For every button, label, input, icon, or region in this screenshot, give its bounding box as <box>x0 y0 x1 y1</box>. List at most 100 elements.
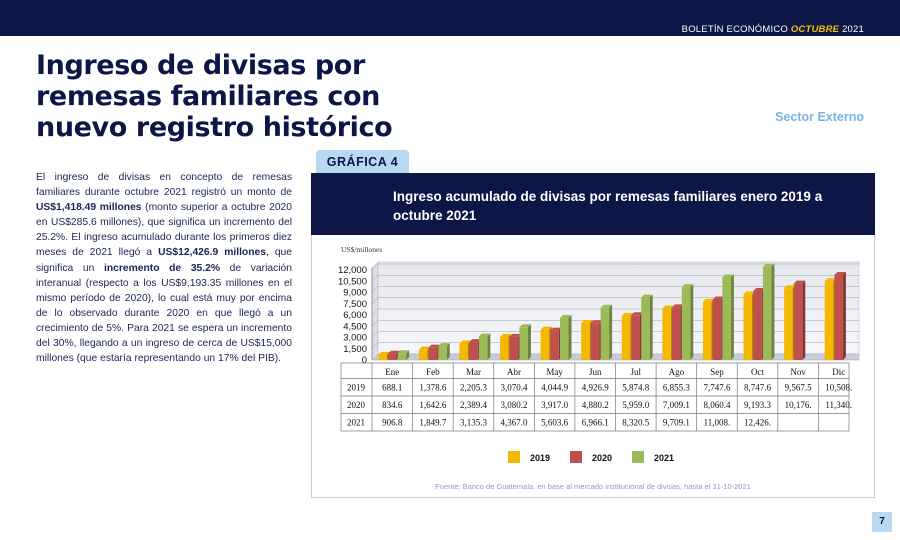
top-banner: BOLETÍN ECONÓMICO OCTUBRE 2021 <box>0 0 900 36</box>
data-label: 1,378.6 <box>419 383 447 393</box>
data-label: 906.8 <box>382 418 403 428</box>
bar-side <box>527 324 531 360</box>
data-label: 5,603.6 <box>541 418 569 428</box>
gridline-diag <box>371 342 379 349</box>
bar-top <box>702 298 715 302</box>
data-label: 3,135.3 <box>460 418 488 428</box>
x-tick-label: Feb <box>426 367 440 377</box>
data-label: 3,080.2 <box>501 400 528 410</box>
page-title: Ingreso de divisas por remesas familiare… <box>36 50 393 143</box>
y-tick-label: 9,000 <box>343 288 367 299</box>
bar-top <box>478 333 491 337</box>
bar-top <box>621 312 634 316</box>
data-label: 3,917.0 <box>541 400 569 410</box>
gridline-diag <box>371 320 379 327</box>
bar-top <box>540 326 553 330</box>
bar-top <box>722 274 734 278</box>
bar-top <box>784 285 796 289</box>
bar-2020-Jun <box>590 323 600 360</box>
bar-2021-Jul <box>641 297 650 360</box>
bar-top <box>600 304 613 308</box>
chart-source: Fuente: Banco de Guatemala, en base al m… <box>435 482 751 491</box>
x-tick-label: Ago <box>669 367 685 377</box>
bar-2019-Ene <box>378 354 387 360</box>
data-label: 4,926.9 <box>582 383 610 393</box>
gridline-diag <box>371 297 379 304</box>
legend-label: 2019 <box>530 453 550 463</box>
data-label: 10,176. <box>785 400 812 410</box>
data-label: 9,193.3 <box>744 400 772 410</box>
bar-top <box>743 291 756 295</box>
data-label: 11,008. <box>704 418 731 428</box>
y-axis-label: US$/millones <box>341 245 382 254</box>
legend-label: 2021 <box>654 453 674 463</box>
data-label: 9,709.1 <box>663 418 690 428</box>
bulletin-month: OCTUBRE <box>790 24 840 35</box>
bar-top <box>500 333 512 337</box>
bar-side <box>446 343 450 360</box>
body-paragraph: El ingreso de divisas en concepto de rem… <box>36 172 292 365</box>
data-label: 7,747.6 <box>703 383 731 393</box>
y-tick-label: 7,500 <box>343 299 367 310</box>
bar-side <box>568 314 572 360</box>
bar-side <box>802 280 806 360</box>
bar-side <box>649 294 653 360</box>
bar-side <box>406 350 410 360</box>
bar-2019-Sep <box>702 301 712 360</box>
bar-2021-Oct <box>762 266 772 360</box>
bar-top <box>459 340 471 344</box>
legend-swatch-2020 <box>570 451 582 463</box>
bar-top <box>550 327 562 331</box>
section-label: Sector Externo <box>775 110 864 124</box>
bar-top <box>397 350 410 354</box>
bar-top <box>378 351 390 355</box>
bar-2020-Dic <box>834 274 843 360</box>
bar-top <box>681 284 694 288</box>
data-label: 2,389.4 <box>460 400 488 410</box>
data-label: 1,642.6 <box>419 400 447 410</box>
bar-top <box>753 288 765 292</box>
chart-title: Ingreso acumulado de divisas por remesas… <box>393 189 823 223</box>
bar-2021-Jun <box>600 307 610 360</box>
data-label: 6,855.3 <box>663 383 691 393</box>
bar-top <box>631 312 643 316</box>
bar-2020-May <box>550 330 559 360</box>
y-tick-label: 3,000 <box>343 333 367 344</box>
figure-label: GRÁFICA 4 <box>316 150 409 174</box>
bar-2021-May <box>560 317 569 360</box>
x-tick-label: Oct <box>751 367 764 377</box>
bar-side <box>690 284 694 360</box>
data-label: 8,320.5 <box>622 418 650 428</box>
data-label: 5,959.0 <box>622 400 650 410</box>
gridline-diag <box>371 331 379 338</box>
data-label: 12,426. <box>744 418 771 428</box>
table-series-label: 2019 <box>347 383 366 393</box>
bar-2021-Ene <box>397 353 407 360</box>
bar-2020-Mar <box>469 342 478 360</box>
bar-top <box>590 320 603 324</box>
bar-2019-Oct <box>743 294 753 360</box>
bar-side <box>487 333 491 360</box>
y-tick-label: 12,000 <box>338 265 367 276</box>
bar-2019-Dic <box>824 281 834 360</box>
gridline-diag <box>371 275 379 282</box>
data-label: 11,340. <box>825 400 852 410</box>
bar-side <box>842 271 846 360</box>
data-label: 8,747.6 <box>744 383 772 393</box>
x-tick-label: Jul <box>631 367 642 377</box>
bar-2020-Jul <box>631 315 640 360</box>
bar-top <box>519 324 531 328</box>
data-label: 2,205.3 <box>460 383 488 393</box>
bar-top <box>560 314 572 318</box>
data-label: 4,880.2 <box>582 400 609 410</box>
chart-back-wall <box>377 261 860 355</box>
y-tick-label: 6,000 <box>343 310 367 321</box>
x-tick-label: Abr <box>507 367 521 377</box>
gridline-diag <box>371 263 379 271</box>
bar-2019-Ago <box>662 308 671 360</box>
bar-2019-Feb <box>418 349 428 360</box>
bar-2019-May <box>540 329 550 360</box>
y-tick-label: 10,500 <box>338 276 367 287</box>
bar-top <box>641 294 653 298</box>
data-label: 7,009.1 <box>663 400 690 410</box>
